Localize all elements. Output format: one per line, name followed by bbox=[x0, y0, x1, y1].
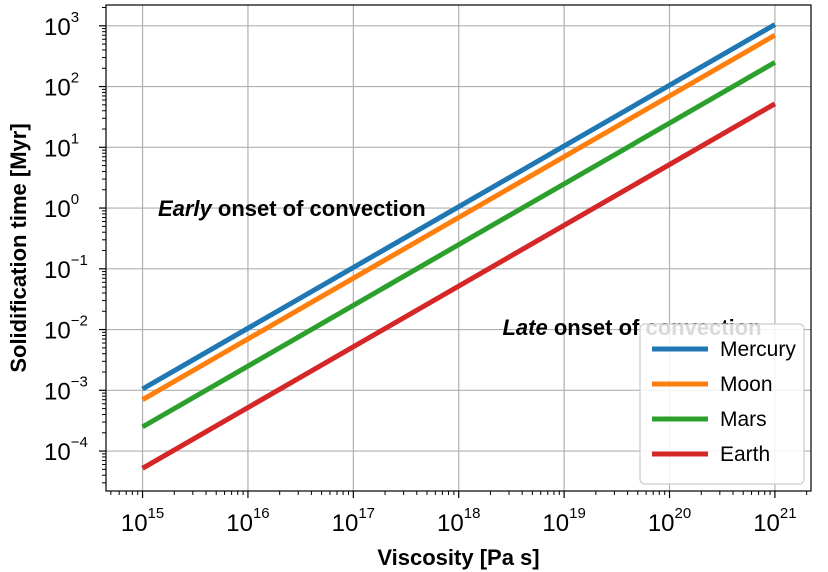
y-tick-exp: −3 bbox=[71, 373, 88, 390]
y-tick-base: 10 bbox=[44, 439, 71, 466]
annotation-early-onset: Early onset of convection bbox=[158, 196, 426, 221]
y-tick-base: 10 bbox=[44, 135, 71, 162]
axis-ticks: 1015 1016 1017 1018 1019 1020 102110−410−310−2… bbox=[44, 7, 808, 537]
x-tick-exp: 21 bbox=[780, 505, 797, 522]
y-tick-exp: 3 bbox=[71, 9, 79, 26]
y-tick-base: 10 bbox=[44, 75, 71, 102]
y-tick-label: 100 bbox=[44, 191, 79, 223]
series-line-mars bbox=[141, 60, 777, 430]
x-tick-exp: 19 bbox=[569, 505, 586, 522]
y-tick-label: 101 bbox=[44, 130, 79, 162]
y-tick-exp: 0 bbox=[71, 191, 79, 208]
y-tick-label: 10−2 bbox=[44, 313, 88, 345]
x-tick-base: 10 bbox=[437, 510, 464, 537]
x-tick-base: 10 bbox=[753, 510, 780, 537]
x-tick-exp: 16 bbox=[253, 505, 270, 522]
series-line-moon bbox=[141, 33, 777, 402]
legend-box bbox=[639, 323, 805, 485]
y-tick-base: 10 bbox=[44, 257, 71, 284]
series-lines bbox=[141, 22, 777, 471]
series-line-mercury bbox=[141, 22, 777, 392]
y-tick-exp: 2 bbox=[71, 70, 79, 87]
x-tick-label: 1016 bbox=[226, 505, 269, 537]
y-tick-exp: 1 bbox=[71, 130, 79, 147]
x-tick-exp: 15 bbox=[148, 505, 165, 522]
y-tick-base: 10 bbox=[44, 318, 71, 345]
y-tick-label: 10−3 bbox=[44, 373, 88, 405]
x-tick-exp: 17 bbox=[358, 505, 375, 522]
legend-label-moon: Moon bbox=[720, 373, 773, 396]
y-tick-base: 10 bbox=[44, 196, 71, 223]
x-tick-label: 1015 bbox=[121, 505, 164, 537]
series-line-earth bbox=[141, 101, 777, 471]
y-tick-base: 10 bbox=[44, 14, 71, 41]
y-tick-label: 10−1 bbox=[44, 252, 88, 284]
x-tick-label: 1021 bbox=[753, 505, 796, 537]
x-tick-label: 1020 bbox=[648, 505, 691, 537]
x-tick-exp: 18 bbox=[464, 505, 481, 522]
x-tick-base: 10 bbox=[542, 510, 569, 537]
y-tick-exp: −4 bbox=[71, 434, 88, 451]
annotation-early-rest: onset of convection bbox=[212, 196, 426, 221]
y-tick-label: 10−4 bbox=[44, 434, 88, 466]
legend-label-mercury: Mercury bbox=[720, 338, 796, 361]
x-tick-base: 10 bbox=[121, 510, 148, 537]
x-tick-label: 1019 bbox=[542, 505, 585, 537]
x-tick-base: 10 bbox=[226, 510, 253, 537]
y-tick-base: 10 bbox=[44, 378, 71, 405]
annotation-late-emph: Late bbox=[502, 315, 547, 340]
y-tick-label: 102 bbox=[44, 70, 79, 102]
x-axis-label: Viscosity [Pa s] bbox=[377, 545, 539, 570]
y-tick-exp: −2 bbox=[71, 313, 88, 330]
y-axis-label: Solidification time [Myr] bbox=[6, 123, 31, 372]
legend-label-earth: Earth bbox=[720, 443, 770, 466]
annotation-early-emph: Early bbox=[158, 196, 214, 221]
x-tick-base: 10 bbox=[332, 510, 359, 537]
x-tick-base: 10 bbox=[648, 510, 675, 537]
x-tick-exp: 20 bbox=[675, 505, 692, 522]
legend: Mercury Moon Mars Earth bbox=[639, 323, 805, 485]
x-tick-label: 1018 bbox=[437, 505, 480, 537]
y-tick-exp: −1 bbox=[71, 252, 88, 269]
x-tick-label: 1017 bbox=[332, 505, 375, 537]
y-tick-label: 103 bbox=[44, 9, 79, 41]
legend-label-mars: Mars bbox=[720, 408, 767, 431]
